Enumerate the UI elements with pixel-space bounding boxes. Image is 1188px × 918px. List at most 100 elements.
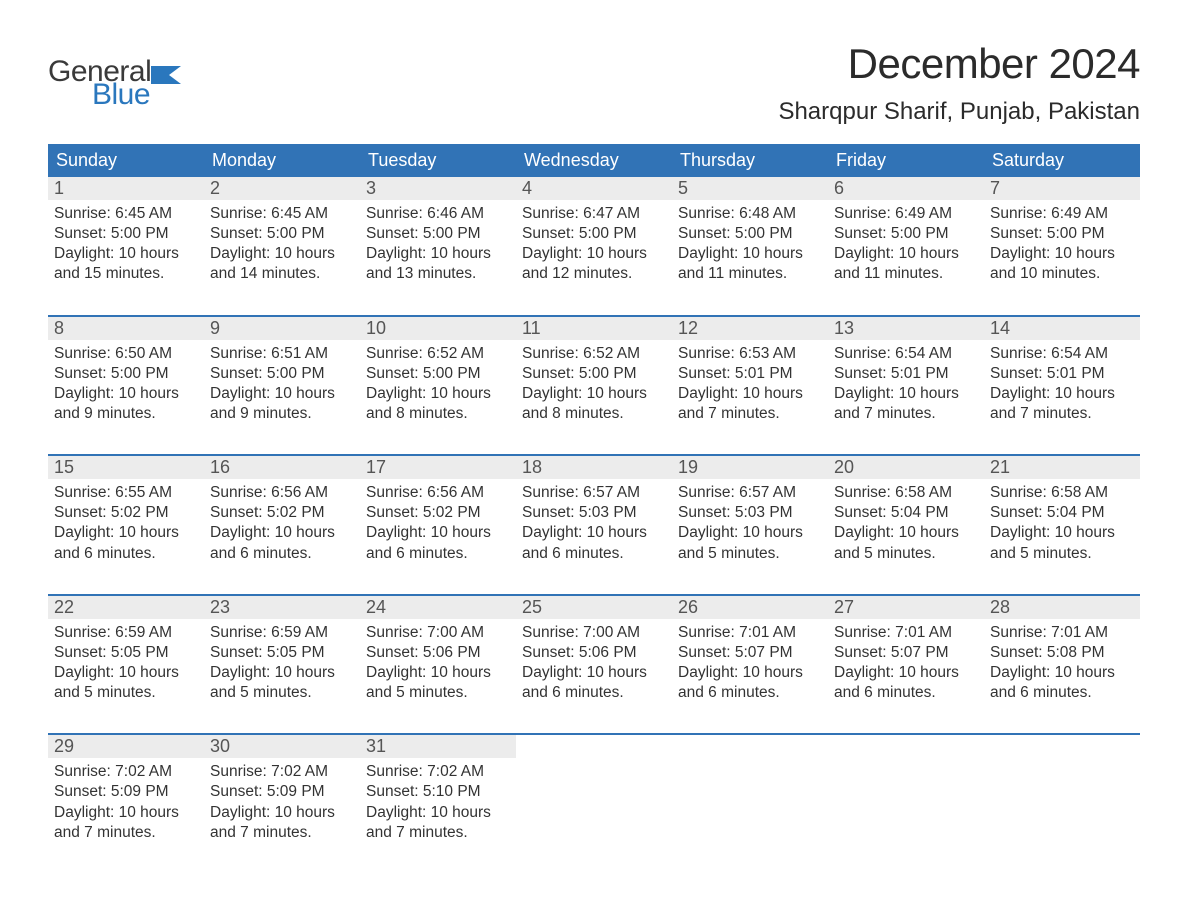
date-cell: 27 [828, 596, 984, 619]
date-cell: 6 [828, 177, 984, 200]
info-cell: Sunrise: 6:52 AMSunset: 5:00 PMDaylight:… [516, 340, 672, 456]
day-header: Tuesday [360, 144, 516, 177]
daylight-line-1: Daylight: 10 hours [210, 523, 354, 543]
day-header: Saturday [984, 144, 1140, 177]
daylight-line-2: and 8 minutes. [366, 404, 510, 424]
sunset: Sunset: 5:00 PM [678, 224, 822, 244]
sunrise: Sunrise: 6:56 AM [210, 483, 354, 503]
sunrise: Sunrise: 6:53 AM [678, 344, 822, 364]
daylight-line-2: and 5 minutes. [834, 544, 978, 564]
sunset: Sunset: 5:00 PM [210, 364, 354, 384]
sunset: Sunset: 5:06 PM [522, 643, 666, 663]
sunset: Sunset: 5:01 PM [990, 364, 1134, 384]
sunrise: Sunrise: 7:01 AM [834, 623, 978, 643]
daylight-line-1: Daylight: 10 hours [366, 523, 510, 543]
info-cell [984, 758, 1140, 855]
date-cell: 5 [672, 177, 828, 200]
daylight-line-2: and 7 minutes. [834, 404, 978, 424]
sunset: Sunset: 5:00 PM [990, 224, 1134, 244]
sunrise: Sunrise: 6:49 AM [990, 204, 1134, 224]
daylight-line-2: and 5 minutes. [210, 683, 354, 703]
sunset: Sunset: 5:09 PM [54, 782, 198, 802]
info-cell: Sunrise: 7:00 AMSunset: 5:06 PMDaylight:… [360, 619, 516, 735]
date-row: 22232425262728 [48, 596, 1140, 619]
date-cell: 8 [48, 317, 204, 340]
day-header: Wednesday [516, 144, 672, 177]
sunrise: Sunrise: 7:01 AM [990, 623, 1134, 643]
daylight-line-2: and 6 minutes. [522, 544, 666, 564]
info-cell: Sunrise: 6:45 AMSunset: 5:00 PMDaylight:… [48, 200, 204, 316]
sunrise: Sunrise: 7:02 AM [210, 762, 354, 782]
sunrise: Sunrise: 6:50 AM [54, 344, 198, 364]
info-cell: Sunrise: 6:57 AMSunset: 5:03 PMDaylight:… [672, 479, 828, 595]
date-cell: 18 [516, 456, 672, 479]
daylight-line-1: Daylight: 10 hours [834, 384, 978, 404]
sunrise: Sunrise: 7:00 AM [522, 623, 666, 643]
info-row: Sunrise: 6:59 AMSunset: 5:05 PMDaylight:… [48, 619, 1140, 735]
date-cell: 29 [48, 735, 204, 758]
daylight-line-1: Daylight: 10 hours [834, 523, 978, 543]
daylight-line-1: Daylight: 10 hours [522, 244, 666, 264]
sunset: Sunset: 5:01 PM [678, 364, 822, 384]
sunrise: Sunrise: 6:51 AM [210, 344, 354, 364]
daylight-line-1: Daylight: 10 hours [210, 384, 354, 404]
daylight-line-1: Daylight: 10 hours [990, 523, 1134, 543]
info-cell: Sunrise: 6:47 AMSunset: 5:00 PMDaylight:… [516, 200, 672, 316]
info-cell: Sunrise: 7:01 AMSunset: 5:07 PMDaylight:… [672, 619, 828, 735]
info-cell: Sunrise: 6:50 AMSunset: 5:00 PMDaylight:… [48, 340, 204, 456]
sunset: Sunset: 5:04 PM [834, 503, 978, 523]
daylight-line-2: and 7 minutes. [990, 404, 1134, 424]
sunrise: Sunrise: 7:01 AM [678, 623, 822, 643]
title-block: December 2024 Sharqpur Sharif, Punjab, P… [778, 40, 1140, 126]
daylight-line-2: and 11 minutes. [834, 264, 978, 284]
header: General Blue December 2024 Sharqpur Shar… [48, 40, 1140, 126]
info-cell: Sunrise: 7:02 AMSunset: 5:09 PMDaylight:… [48, 758, 204, 855]
sunset: Sunset: 5:00 PM [522, 224, 666, 244]
info-cell [516, 758, 672, 855]
date-row: 293031 [48, 735, 1140, 758]
daylight-line-1: Daylight: 10 hours [54, 384, 198, 404]
daylight-line-1: Daylight: 10 hours [210, 244, 354, 264]
info-cell: Sunrise: 6:58 AMSunset: 5:04 PMDaylight:… [984, 479, 1140, 595]
daylight-line-2: and 8 minutes. [522, 404, 666, 424]
date-cell: 22 [48, 596, 204, 619]
daylight-line-1: Daylight: 10 hours [678, 523, 822, 543]
date-cell: 21 [984, 456, 1140, 479]
daylight-line-1: Daylight: 10 hours [678, 244, 822, 264]
date-cell: 20 [828, 456, 984, 479]
info-cell: Sunrise: 6:54 AMSunset: 5:01 PMDaylight:… [828, 340, 984, 456]
page: General Blue December 2024 Sharqpur Shar… [0, 0, 1188, 915]
daylight-line-1: Daylight: 10 hours [522, 663, 666, 683]
daylight-line-2: and 10 minutes. [990, 264, 1134, 284]
info-row: Sunrise: 7:02 AM Sunset: 5:09 PMDaylight:… [48, 758, 1140, 855]
daylight-line-2: and 6 minutes. [834, 683, 978, 703]
sunset: Sunset: 5:06 PM [366, 643, 510, 663]
date-cell: 2 [204, 177, 360, 200]
sunrise: Sunrise: 6:59 AM [54, 623, 198, 643]
sunset: Sunset: 5:07 PM [678, 643, 822, 663]
daylight-line-2: and 5 minutes. [990, 544, 1134, 564]
date-cell: 23 [204, 596, 360, 619]
sunset: Sunset: 5:08 PM [990, 643, 1134, 663]
daylight-line-1: Daylight: 10 hours [54, 803, 198, 823]
info-cell: Sunrise: 7:02 AMSunset: 5:10 PMDaylight:… [360, 758, 516, 855]
sunrise: Sunrise: 6:45 AM [210, 204, 354, 224]
daylight-line-2: and 13 minutes. [366, 264, 510, 284]
sunrise: Sunrise: 6:54 AM [990, 344, 1134, 364]
date-cell: 4 [516, 177, 672, 200]
daylight-line-2: and 15 minutes. [54, 264, 198, 284]
day-header: Sunday [48, 144, 204, 177]
sunrise: Sunrise: 6:49 AM [834, 204, 978, 224]
daylight-line-1: Daylight: 10 hours [210, 663, 354, 683]
date-row: 1234567 [48, 177, 1140, 200]
info-cell: Sunrise: 6:54 AMSunset: 5:01 PMDaylight:… [984, 340, 1140, 456]
info-cell: Sunrise: 7:02 AMSunset: 5:09 PMDaylight:… [204, 758, 360, 855]
day-header-row: Sunday Monday Tuesday Wednesday Thursday… [48, 144, 1140, 177]
sunrise: Sunrise: 7:00 AM [366, 623, 510, 643]
day-header: Thursday [672, 144, 828, 177]
daylight-line-2: and 14 minutes. [210, 264, 354, 284]
sunset: Sunset: 5:00 PM [366, 364, 510, 384]
date-cell: 31 [360, 735, 516, 758]
logo-text: General Blue [48, 58, 151, 108]
sunrise: Sunrise: 6:57 AM [678, 483, 822, 503]
